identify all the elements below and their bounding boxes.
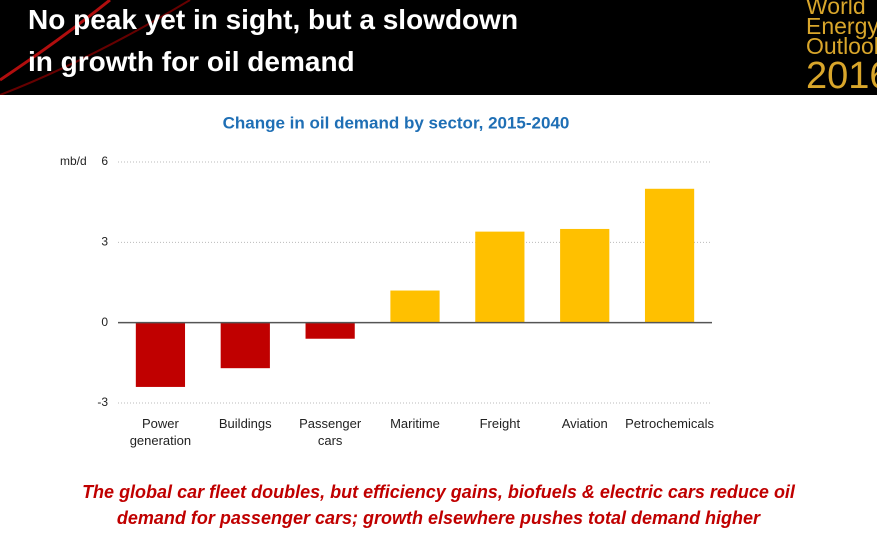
title-line: in growth for oil demand [28, 46, 355, 77]
y-axis-label: mb/d [60, 154, 87, 168]
x-tick-label: Power generation [129, 416, 192, 448]
chart-title: Change in oil demand by sector, 2015-204… [223, 113, 570, 132]
bar [390, 290, 440, 323]
x-tick-label: Petrochemicals [625, 416, 714, 431]
chart: Change in oil demand by sector, 2015-204… [60, 113, 712, 409]
y-tick-label: 6 [101, 154, 108, 168]
bar [305, 322, 355, 339]
header: No peak yet in sight, but a slowdown in … [0, 0, 877, 95]
logo-text: Outlook [806, 33, 877, 59]
bar [220, 322, 270, 369]
x-tick-label: Freight [479, 416, 521, 431]
footer-line: demand for passenger cars; growth elsewh… [116, 508, 761, 528]
title-line: No peak yet in sight, but a slowdown [28, 4, 519, 35]
x-tick-label: Maritime [390, 416, 440, 431]
header-decoration [0, 0, 191, 95]
x-tick-label: Aviation [561, 416, 608, 431]
footer-line: The global car fleet doubles, but effici… [82, 482, 795, 502]
y-tick-label: -3 [97, 395, 108, 409]
y-tick-label: 3 [101, 235, 108, 249]
x-tick-label: Passenger cars [299, 416, 362, 448]
bar [475, 231, 525, 323]
bar [644, 188, 695, 323]
logo-text: Energy [806, 13, 877, 39]
y-tick-label: 0 [101, 315, 108, 329]
bar [560, 228, 610, 323]
x-tick-label: Buildings [218, 416, 272, 431]
logo-text: 2016 [806, 55, 877, 95]
logo-text: World [806, 0, 866, 19]
bar [135, 322, 186, 387]
